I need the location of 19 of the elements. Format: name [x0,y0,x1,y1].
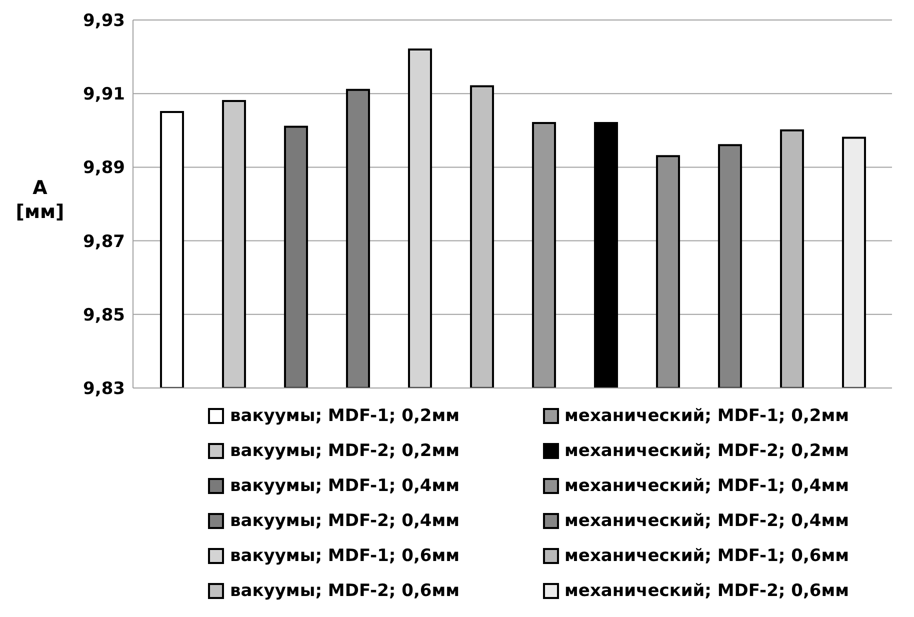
y-axis-title: A [мм] [16,177,64,223]
legend-label: вакуумы; MDF-1; 0,6мм [230,546,460,566]
legend-label: вакуумы; MDF-1; 0,4мм [230,476,460,496]
legend-label: вакуумы; MDF-2; 0,4мм [230,510,460,530]
legend-label: механический; MDF-2; 0,6мм [564,580,850,600]
legend-label: механический; MDF-2; 0,4мм [564,510,850,530]
y-tick-label: 9,87 [83,232,125,252]
y-tick-label: 9,89 [83,158,125,178]
legend-label: механический; MDF-2; 0,2мм [564,440,850,460]
legend-label: механический; MDF-1; 0,4мм [564,476,850,496]
legend-label: механический; MDF-1; 0,2мм [564,406,850,426]
legend-label: механический; MDF-1; 0,6мм [564,546,850,566]
y-tick-label: 9,93 [83,11,125,32]
y-tick-label: 9,83 [83,379,125,400]
legend-label: вакуумы; MDF-1; 0,2мм [230,406,460,426]
y-tick-label: 9,85 [83,305,125,326]
y-tick-label: 9,91 [83,84,125,105]
legend-label: вакуумы; MDF-2; 0,2мм [230,440,460,460]
legend-label: вакуумы; MDF-2; 0,6мм [230,580,460,600]
